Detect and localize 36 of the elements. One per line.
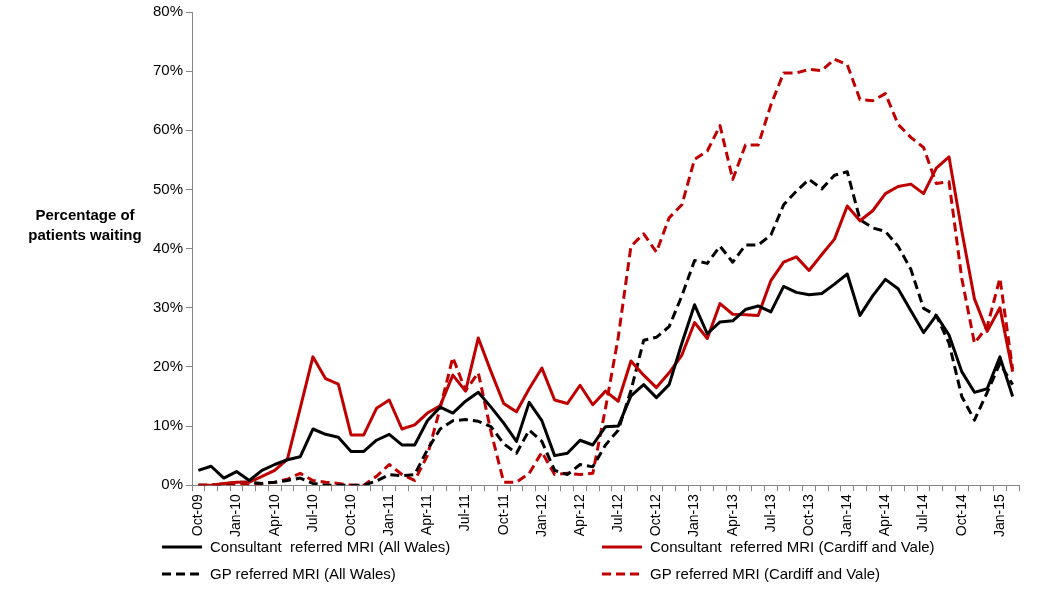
legend-label: GP referred MRI (Cardiff and Vale)	[650, 565, 881, 582]
x-tick-label: Apr-12	[570, 493, 587, 537]
x-tick-label: Apr-11	[418, 493, 435, 536]
y-tick-label: 60%	[152, 120, 184, 138]
x-tick-label: Jan-14	[838, 493, 855, 538]
x-tick-label: Oct-11	[494, 493, 511, 536]
x-tick-label: Oct-09	[189, 493, 206, 537]
y-tick-label: 80%	[152, 2, 184, 20]
y-tick-label: 70%	[152, 61, 184, 79]
x-tick-label: Jan-10	[227, 493, 244, 538]
x-tick-label: Oct-10	[341, 493, 358, 537]
x-tick-label: Jul-14	[914, 493, 931, 533]
x-tick-label: Apr-13	[723, 493, 740, 537]
legend-label: Consultant referred MRI (Cardiff and Vale)	[650, 538, 935, 555]
x-tick-label: Jul-13	[761, 493, 778, 533]
x-tick-label: Jul-10	[303, 493, 320, 533]
x-tick-label: Oct-12	[647, 493, 664, 537]
y-tick-label: 0%	[161, 475, 184, 493]
x-tick-label: Jan-12	[532, 493, 549, 538]
x-tick-label: Jul-11	[456, 493, 473, 532]
legend-label: Consultant referred MRI (All Wales)	[210, 538, 451, 555]
y-tick-label: 10%	[152, 416, 184, 434]
x-tick-label: Jul-12	[609, 493, 626, 533]
x-tick-label: Jan-15	[990, 493, 1007, 538]
x-tick-label: Apr-14	[876, 493, 893, 537]
x-tick-label: Oct-14	[952, 493, 969, 537]
x-tick-label: Oct-13	[799, 493, 816, 537]
x-tick-label: Jan-11	[380, 493, 397, 536]
y-axis-title: Percentage of patients waiting	[28, 206, 142, 243]
x-tick-label: Jan-13	[685, 493, 702, 538]
x-tick-label: Apr-10	[265, 493, 282, 537]
legend-label: GP referred MRI (All Wales)	[210, 565, 396, 582]
y-tick-label: 20%	[152, 357, 184, 375]
y-tick-label: 40%	[152, 238, 184, 256]
y-tick-label: 30%	[152, 297, 184, 315]
y-tick-label: 50%	[152, 179, 184, 197]
